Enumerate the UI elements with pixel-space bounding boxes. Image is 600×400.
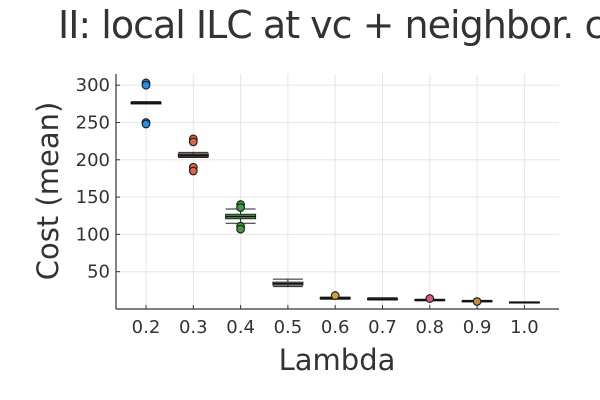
box-0.2	[130, 78, 162, 129]
x-tick-label: 0.6	[321, 317, 350, 338]
grid	[116, 74, 559, 309]
outlier-point	[236, 224, 246, 234]
y-tick-label: 300	[76, 75, 110, 96]
box-0.7	[367, 297, 398, 301]
box-0.8	[414, 294, 446, 303]
outlier-point	[425, 294, 435, 303]
box-0.4	[225, 200, 257, 234]
box-0.6	[319, 291, 351, 300]
x-tick-label: 0.3	[179, 317, 208, 338]
box-0.9	[461, 297, 493, 306]
box-0.5	[272, 278, 304, 288]
outlier-point	[188, 166, 198, 176]
x-tick-label: 1.0	[510, 317, 539, 338]
y-tick-label: 250	[76, 112, 110, 133]
y-tick-label: 200	[76, 150, 110, 171]
outlier-point	[188, 137, 198, 147]
x-ticks: 0.2 0.3 0.4 0.5 0.6 0.7 0.8 0.9 1.0	[132, 305, 539, 338]
y-axis-label: Cost (mean)	[31, 102, 65, 281]
outlier-point	[472, 297, 482, 306]
y-tick-label: 150	[76, 187, 110, 208]
y-ticks: 50 100 150 200 250 300	[76, 75, 120, 283]
x-tick-label: 0.9	[463, 317, 492, 338]
box-0.3	[177, 134, 209, 176]
outlier-point	[141, 80, 151, 90]
y-tick-label: 100	[76, 224, 110, 245]
outlier-point	[236, 203, 246, 212]
plot-area	[130, 78, 540, 306]
x-axis-label: Lambda	[279, 343, 396, 377]
outlier-point	[330, 291, 340, 300]
x-tick-label: 0.5	[274, 317, 303, 338]
x-tick-label: 0.4	[226, 317, 255, 338]
x-tick-label: 0.8	[415, 317, 444, 338]
chart-title: II: local ILC at vc + neighbor. com	[58, 3, 600, 47]
outlier-point	[141, 119, 151, 129]
box-1.0	[508, 301, 540, 304]
y-tick-label: 50	[87, 262, 110, 283]
x-tick-label: 0.2	[132, 317, 161, 338]
x-tick-label: 0.7	[368, 317, 397, 338]
